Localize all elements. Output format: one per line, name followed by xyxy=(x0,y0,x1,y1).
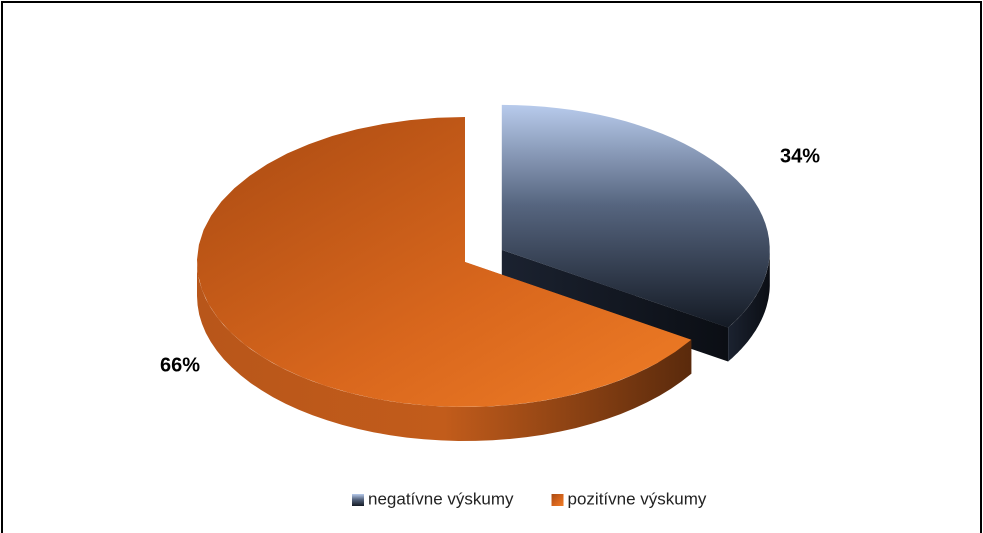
legend-swatch xyxy=(551,494,564,506)
value-label: 66% xyxy=(160,354,200,376)
value-label: 34% xyxy=(780,145,820,167)
legend-label: negatívne výskumy xyxy=(368,489,514,508)
slice-top xyxy=(501,104,770,328)
legend-swatch xyxy=(352,494,364,506)
slice-side xyxy=(197,262,692,441)
slice xyxy=(197,117,692,441)
slice-top xyxy=(197,117,692,407)
slice-side xyxy=(728,249,770,362)
legend-label: pozitívne výskumy xyxy=(568,489,707,508)
